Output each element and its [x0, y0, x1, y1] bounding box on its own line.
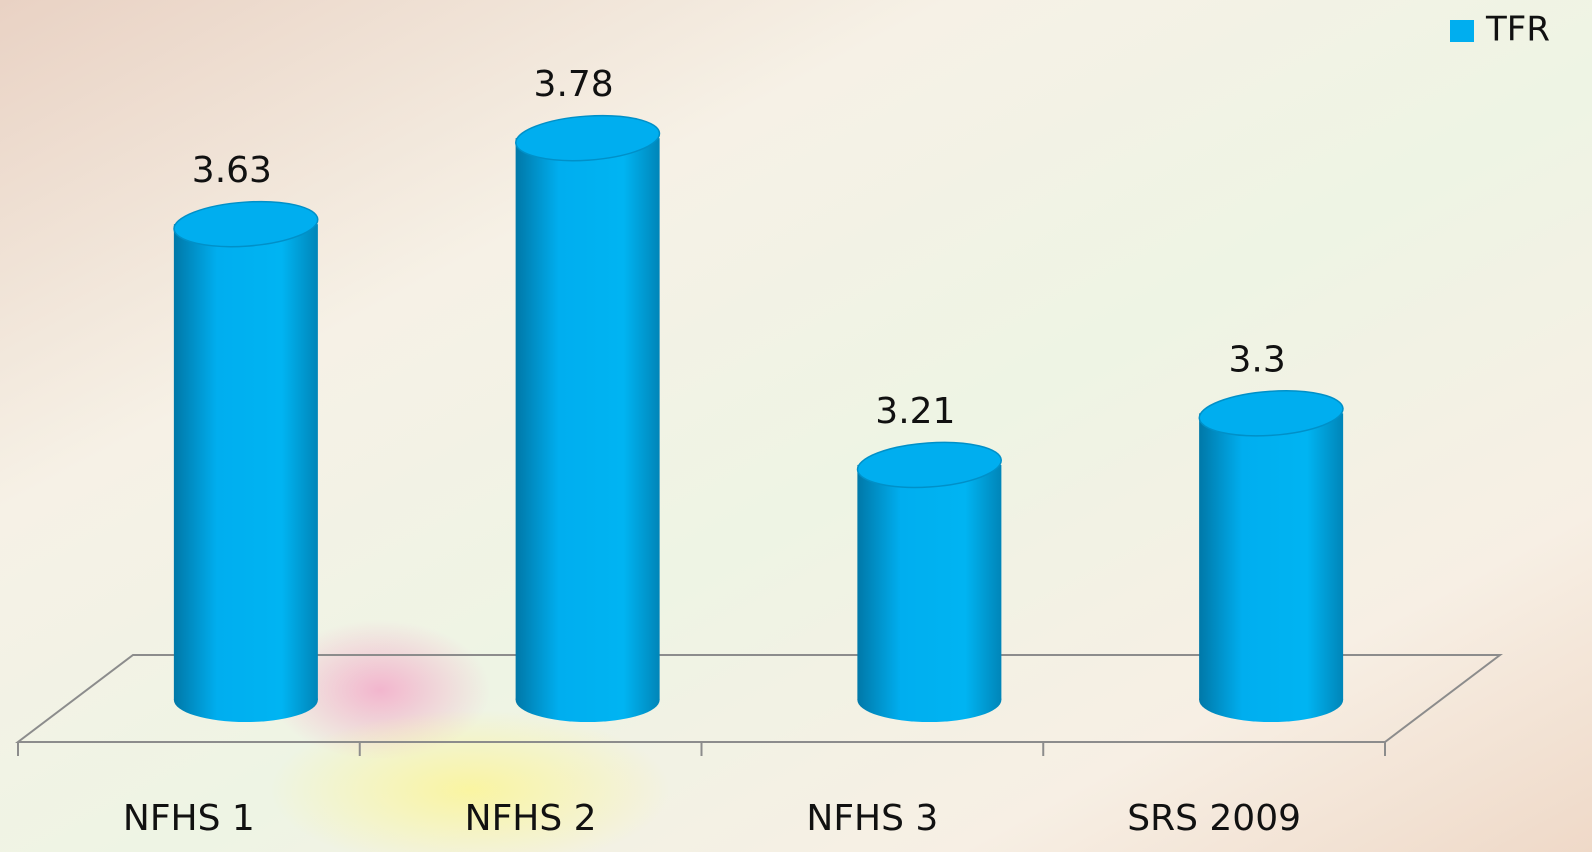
bar-top: [173, 200, 319, 248]
bar-body: [857, 464, 1002, 700]
bar-top: [856, 441, 1002, 489]
bar-base: [173, 678, 318, 722]
legend-swatch: [1450, 20, 1474, 42]
value-label: 3.21: [875, 391, 955, 432]
value-label: 3.78: [534, 64, 614, 105]
x-tick-label: NFHS 1: [123, 798, 255, 839]
bar-top: [1198, 390, 1344, 437]
bar-base: [515, 678, 660, 722]
x-tick-label: NFHS 3: [806, 798, 938, 839]
value-label: 3.3: [1228, 339, 1285, 380]
bar-body: [515, 138, 660, 701]
legend-label: TFR: [1485, 10, 1550, 50]
value-label: 3.63: [192, 150, 272, 191]
x-tick-label: SRS 2009: [1127, 798, 1301, 839]
bar-body: [173, 224, 318, 700]
bar-base: [1199, 678, 1344, 722]
bar-top: [515, 114, 661, 162]
background-blob: [270, 710, 670, 852]
x-tick-label: NFHS 2: [465, 798, 597, 839]
bar-base: [857, 678, 1002, 722]
plot: [173, 114, 1344, 722]
bar-body: [1199, 413, 1344, 700]
